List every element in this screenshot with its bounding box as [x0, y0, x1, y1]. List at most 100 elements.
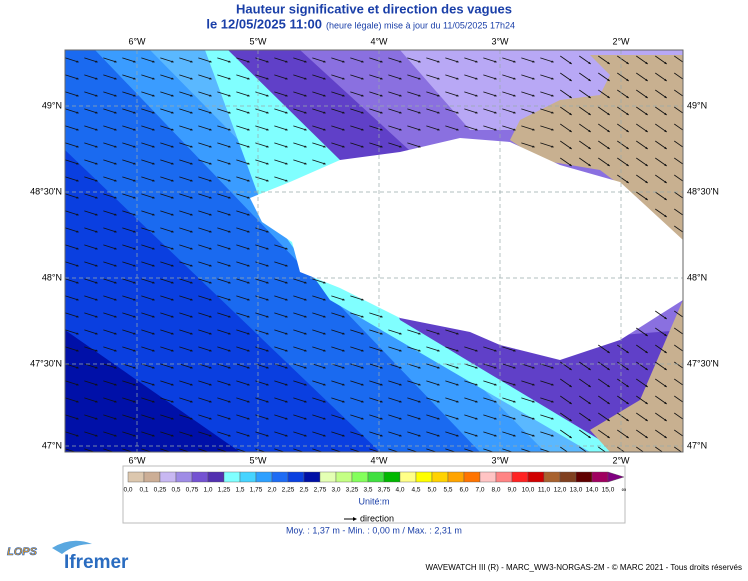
arrow	[236, 227, 250, 233]
arrow-head	[76, 400, 79, 403]
direction-arrow-head	[353, 517, 357, 521]
arrow	[103, 295, 117, 301]
arrow	[84, 278, 98, 284]
arrow	[217, 312, 231, 318]
arrow	[426, 346, 440, 352]
arrow	[84, 210, 98, 216]
arrow-head	[209, 230, 212, 233]
arrow-head	[304, 281, 307, 284]
arrow	[369, 397, 383, 403]
arrow	[579, 123, 591, 133]
arrow-head	[569, 401, 572, 405]
lon-label-bottom: 4°W	[370, 455, 388, 465]
arrow-head	[323, 383, 326, 386]
arrow	[179, 329, 193, 335]
arrow	[236, 278, 250, 284]
arrow-head	[247, 264, 250, 267]
arrow-head	[588, 112, 591, 116]
arrow	[331, 125, 345, 131]
arrow-head	[607, 163, 610, 167]
arrow	[84, 363, 98, 369]
arrow	[388, 363, 402, 369]
arrow-head	[171, 315, 174, 318]
arrow-head	[95, 247, 98, 250]
arrow-head	[664, 367, 667, 371]
arrow	[502, 397, 516, 403]
arrow	[179, 142, 193, 148]
arrow-head	[247, 366, 250, 369]
arrow-head	[342, 128, 345, 131]
arrow	[369, 312, 383, 318]
arrow-head	[152, 434, 155, 437]
arrow	[217, 278, 231, 284]
arrow	[274, 329, 288, 335]
arrow-head	[342, 145, 345, 148]
arrow	[655, 378, 667, 388]
arrow-head	[532, 77, 535, 80]
arrow	[103, 57, 117, 63]
arrow	[293, 142, 307, 148]
arrow-head	[247, 298, 250, 301]
arrow-head	[380, 383, 383, 386]
arrow-head	[418, 94, 421, 97]
arrow-head	[399, 400, 402, 403]
arrow-head	[266, 366, 269, 369]
arrow-head	[342, 94, 345, 97]
arrow-head	[399, 383, 402, 386]
arrow-head	[171, 77, 174, 80]
arrow-head	[95, 315, 98, 318]
arrow-head	[114, 230, 117, 233]
arrow-head	[190, 366, 193, 369]
arrow-head	[76, 179, 79, 182]
arrow-head	[285, 145, 288, 148]
arrow-head	[664, 112, 667, 116]
arrow-head	[76, 60, 79, 63]
arrow-head	[228, 264, 231, 267]
arrow	[521, 142, 535, 148]
arrow	[350, 57, 364, 63]
arrow	[236, 363, 250, 369]
arrow	[198, 193, 212, 199]
arrow	[464, 397, 478, 403]
arrow	[160, 431, 174, 437]
arrow	[217, 74, 231, 80]
arrow-head	[152, 128, 155, 131]
arrow	[617, 55, 629, 65]
arrow	[122, 380, 136, 386]
arrow	[560, 89, 572, 99]
colorbar-cell	[335, 471, 353, 483]
arrow-head	[209, 145, 212, 148]
colorbar-label: 2,25	[282, 487, 295, 494]
arrow	[483, 363, 497, 369]
arrow	[255, 278, 269, 284]
arrow	[674, 446, 683, 452]
arrow	[293, 159, 307, 165]
arrow	[274, 380, 288, 386]
arrow-head	[247, 400, 250, 403]
arrow	[141, 312, 155, 318]
arrow	[369, 448, 381, 452]
arrow	[217, 431, 231, 437]
arrow	[445, 448, 457, 452]
arrow	[312, 74, 326, 80]
arrow-head	[342, 434, 345, 437]
arrow	[312, 125, 326, 131]
arrow-head	[114, 332, 117, 335]
arrow	[579, 361, 591, 371]
arrow-head	[228, 94, 231, 97]
arrow-head	[209, 111, 212, 114]
arrow-head	[247, 417, 250, 420]
arrow-head	[190, 196, 193, 199]
arrow	[141, 57, 155, 63]
lon-label-top: 6°W	[128, 36, 146, 46]
arrow-head	[645, 95, 648, 99]
arrow-head	[532, 383, 535, 386]
arrow	[388, 329, 402, 335]
arrow	[617, 89, 629, 99]
arrow-head	[247, 213, 250, 216]
arrow-head	[645, 61, 648, 65]
arrow	[426, 329, 440, 335]
colorbar-cell	[367, 471, 385, 483]
arrow-head	[304, 349, 307, 352]
arrow-head	[626, 163, 629, 167]
